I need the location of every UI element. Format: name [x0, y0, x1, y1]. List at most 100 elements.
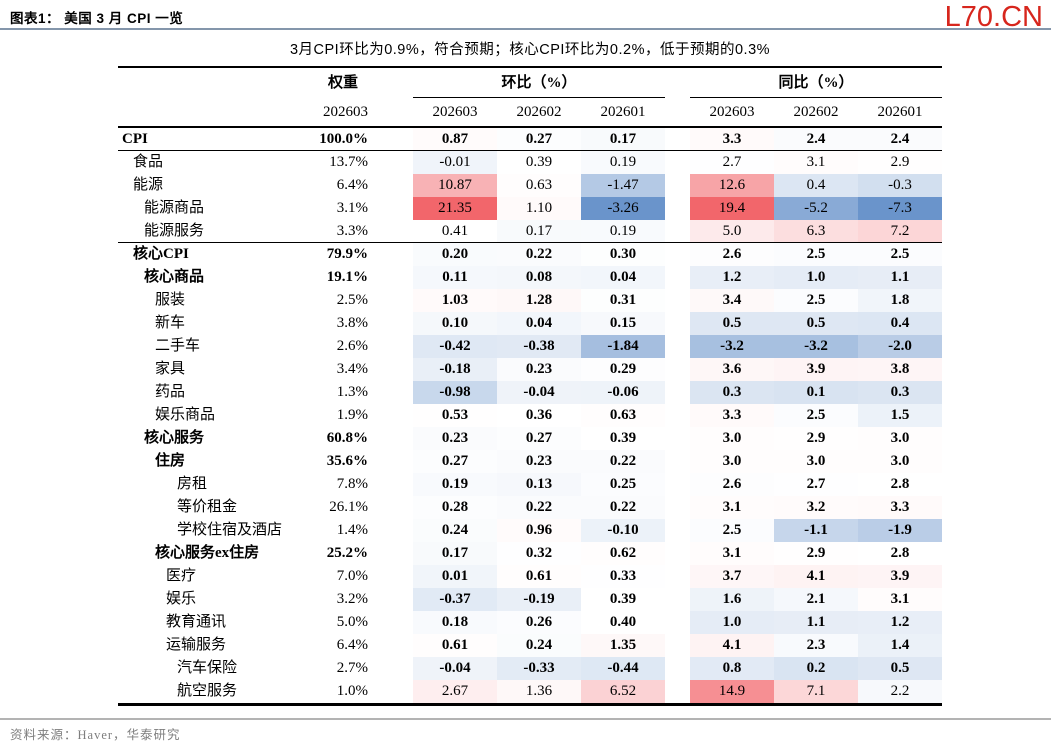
value-cell: 2.4 — [774, 128, 858, 150]
row-label: 运输服务 — [166, 637, 227, 653]
value-cell: 1.03 — [413, 289, 497, 312]
table-row: 新车 3.8% 0.10 0.04 0.15 0.5 0.5 0.4 — [118, 312, 942, 335]
weight-cell: 26.1% — [329, 499, 368, 515]
row-label: 住房 — [155, 453, 186, 469]
value-cell: 0.62 — [581, 542, 665, 565]
weight-cell: 2.5% — [336, 292, 368, 308]
value-cell: -0.98 — [413, 381, 497, 404]
value-cell: 1.2 — [690, 266, 774, 289]
value-cell: 0.3 — [858, 381, 942, 404]
value-cell: 0.10 — [413, 312, 497, 335]
value-cell: 0.01 — [413, 565, 497, 588]
value-cell: 0.19 — [581, 151, 665, 174]
value-cell: 0.27 — [497, 427, 581, 450]
value-cell: 0.39 — [497, 151, 581, 174]
value-cell: 3.0 — [858, 427, 942, 450]
value-cell: 2.5 — [774, 404, 858, 427]
value-cell: -0.19 — [497, 588, 581, 611]
row-label: 学校住宿及酒店 — [177, 522, 283, 538]
subheader-weight-period: 202603 — [323, 104, 368, 120]
col-group-weight: 权重 — [327, 75, 358, 91]
value-cell: 0.40 — [581, 611, 665, 634]
row-label: 医疗 — [166, 568, 197, 584]
table-row: 二手车 2.6% -0.42 -0.38 -1.84 -3.2 -3.2 -2.0 — [118, 335, 942, 358]
value-cell: 1.28 — [497, 289, 581, 312]
table-row: 娱乐 3.2% -0.37 -0.19 0.39 1.6 2.1 3.1 — [118, 588, 942, 611]
value-cell: 0.20 — [413, 243, 497, 266]
weight-cell: 3.8% — [336, 315, 368, 331]
value-cell: 2.2 — [858, 680, 942, 703]
weight-cell: 60.8% — [326, 430, 368, 446]
value-cell: -0.04 — [497, 381, 581, 404]
subheader-mom-period-3: 202601 — [600, 104, 646, 120]
value-cell: 3.6 — [690, 358, 774, 381]
weight-cell: 3.2% — [336, 591, 368, 607]
value-cell: 3.4 — [690, 289, 774, 312]
value-cell: 0.4 — [774, 174, 858, 197]
row-label: 教育通讯 — [166, 614, 227, 630]
row-label: 能源商品 — [144, 200, 205, 216]
value-cell: 0.28 — [413, 496, 497, 519]
weight-cell: 35.6% — [326, 453, 368, 469]
value-cell: 0.5 — [690, 312, 774, 335]
table-row: CPI 100.0% 0.87 0.27 0.17 3.3 2.4 2.4 — [118, 128, 942, 151]
value-cell: -0.3 — [858, 174, 942, 197]
weight-cell: 19.1% — [326, 269, 368, 285]
value-cell: 2.5 — [858, 243, 942, 266]
value-cell: -2.0 — [858, 335, 942, 358]
value-cell: 0.61 — [413, 634, 497, 657]
value-cell: 0.96 — [497, 519, 581, 542]
table-body: CPI 100.0% 0.87 0.27 0.17 3.3 2.4 2.4 食品 13.7% -0.… — [118, 128, 942, 703]
value-cell: 2.67 — [413, 680, 497, 703]
value-cell: 0.23 — [497, 358, 581, 381]
value-cell: 0.04 — [497, 312, 581, 335]
table-row: 能源商品 3.1% 21.35 1.10 -3.26 19.4 -5.2 -7.3 — [118, 197, 942, 220]
value-cell: 0.1 — [774, 381, 858, 404]
value-cell: 3.3 — [690, 128, 774, 150]
value-cell: 10.87 — [413, 174, 497, 197]
value-cell: 1.0 — [690, 611, 774, 634]
value-cell: 2.9 — [774, 542, 858, 565]
value-cell: 2.7 — [690, 151, 774, 174]
chart-title: 图表1： 美国 3 月 CPI 一览 — [10, 11, 184, 26]
group-gap — [665, 680, 690, 703]
table-row: 等价租金 26.1% 0.28 0.22 0.22 3.1 3.2 3.3 — [118, 496, 942, 519]
value-cell: 0.39 — [581, 427, 665, 450]
weight-cell: 7.8% — [336, 476, 368, 492]
value-cell: 2.6 — [690, 473, 774, 496]
header-spacer — [118, 98, 318, 126]
value-cell: 2.5 — [774, 289, 858, 312]
value-cell: 3.7 — [690, 565, 774, 588]
value-cell: 0.41 — [413, 220, 497, 242]
value-cell: 2.3 — [774, 634, 858, 657]
subheader-yoy-period-1: 202603 — [709, 104, 755, 120]
row-label: CPI — [122, 131, 148, 147]
group-gap — [665, 289, 690, 312]
weight-cell: 25.2% — [326, 545, 368, 561]
row-label: 能源服务 — [144, 223, 205, 239]
subheader-mom-period-1: 202603 — [432, 104, 478, 120]
value-cell: 0.61 — [497, 565, 581, 588]
value-cell: 0.15 — [581, 312, 665, 335]
value-cell: 2.5 — [774, 243, 858, 266]
table-row: 教育通讯 5.0% 0.18 0.26 0.40 1.0 1.1 1.2 — [118, 611, 942, 634]
value-cell: 12.6 — [690, 174, 774, 197]
value-cell: 19.4 — [690, 197, 774, 220]
value-cell: 0.13 — [497, 473, 581, 496]
row-label: 家具 — [155, 361, 186, 377]
value-cell: 0.53 — [413, 404, 497, 427]
value-cell: 1.1 — [774, 611, 858, 634]
weight-cell: 1.4% — [336, 522, 368, 538]
weight-cell: 5.0% — [336, 614, 368, 630]
group-gap — [665, 335, 690, 358]
value-cell: 0.5 — [774, 312, 858, 335]
value-cell: 1.0 — [774, 266, 858, 289]
value-cell: -0.06 — [581, 381, 665, 404]
table-row: 能源服务 3.3% 0.41 0.17 0.19 5.0 6.3 7.2 — [118, 220, 942, 243]
value-cell: 3.0 — [690, 427, 774, 450]
value-cell: 1.10 — [497, 197, 581, 220]
group-gap — [665, 657, 690, 680]
table-row: 核心商品 19.1% 0.11 0.08 0.04 1.2 1.0 1.1 — [118, 266, 942, 289]
row-label: 汽车保险 — [177, 660, 238, 676]
value-cell: 0.04 — [581, 266, 665, 289]
